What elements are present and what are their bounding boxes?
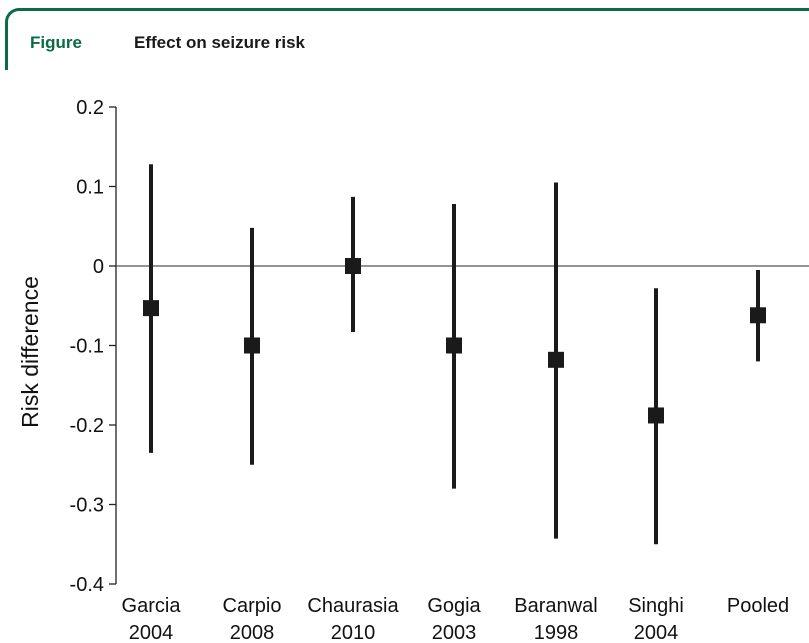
category-label: Pooled bbox=[727, 595, 789, 617]
y-tick-label: -0.2 bbox=[70, 415, 104, 437]
y-tick-label: 0.2 bbox=[76, 97, 104, 119]
point-estimate-square bbox=[143, 300, 159, 317]
point-estimate-square bbox=[548, 351, 564, 368]
category-year-label: 2004 bbox=[634, 622, 679, 643]
study-carpio bbox=[244, 227, 260, 465]
y-tick-label: -0.4 bbox=[70, 574, 104, 596]
figure-header-border bbox=[5, 8, 809, 70]
study-gogia bbox=[446, 203, 462, 489]
point-estimate-square bbox=[446, 337, 462, 354]
category-year-label: 1998 bbox=[534, 622, 579, 643]
category-label: Chaurasia bbox=[307, 595, 399, 617]
point-estimate-square bbox=[648, 407, 664, 424]
y-axis: 0.2 0.1 0 -0.1 -0.2 -0.3 -0.4 bbox=[70, 97, 117, 596]
category-label: Garcia bbox=[122, 595, 182, 617]
category-label: Gogia bbox=[427, 595, 481, 617]
y-tick-label: 0 bbox=[93, 256, 104, 278]
study-baranwal bbox=[548, 182, 564, 539]
y-tick-label: -0.3 bbox=[70, 495, 104, 517]
category-year-label: 2003 bbox=[432, 622, 477, 643]
y-axis-title: Risk difference bbox=[17, 276, 43, 428]
category-label: Carpio bbox=[223, 595, 282, 617]
point-estimate-square bbox=[750, 307, 766, 324]
category-year-label: 2008 bbox=[230, 622, 275, 643]
point-estimate-square bbox=[345, 258, 361, 274]
figure-label: Figure bbox=[30, 33, 82, 52]
study-pooled bbox=[750, 269, 766, 362]
figure-title: Effect on seizure risk bbox=[134, 33, 306, 52]
point-estimate-square bbox=[244, 337, 260, 354]
y-tick-label: -0.1 bbox=[70, 336, 104, 358]
category-label: Singhi bbox=[628, 595, 684, 617]
study-chaurasia bbox=[345, 196, 361, 332]
study-garcia bbox=[143, 164, 159, 453]
x-category-labels: Garcia 2004 Carpio 2008 Chaurasia 2010 Gogia 20… bbox=[122, 595, 790, 643]
data-marks bbox=[143, 164, 766, 545]
category-year-label: 2010 bbox=[331, 622, 376, 643]
y-tick-label: 0.1 bbox=[76, 177, 104, 199]
category-year-label: 2004 bbox=[129, 622, 174, 643]
study-singhi bbox=[648, 288, 664, 545]
category-label: Baranwal bbox=[514, 595, 597, 617]
